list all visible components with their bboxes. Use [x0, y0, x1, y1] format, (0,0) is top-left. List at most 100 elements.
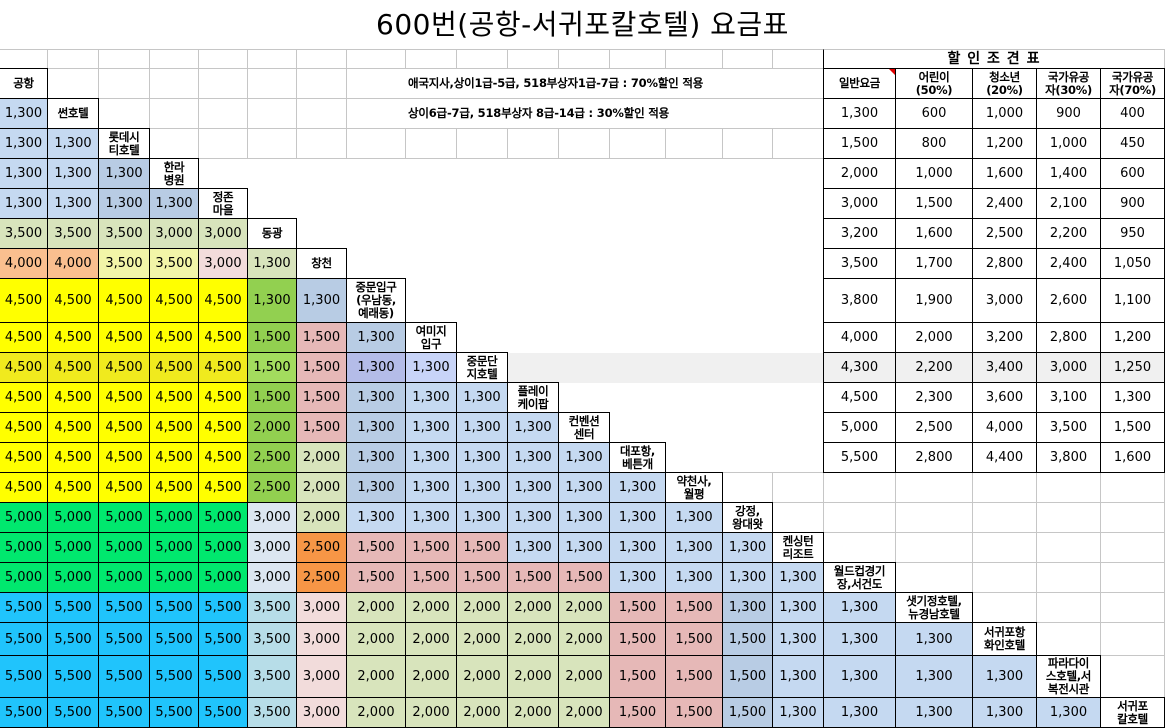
stop-label[interactable]: 대포항, 베튼개: [609, 442, 666, 473]
empty-cell[interactable]: [772, 49, 824, 69]
discount-cell[interactable]: 1,600: [895, 218, 973, 249]
empty-cell[interactable]: [1100, 655, 1165, 698]
fare-cell[interactable]: 5,500: [149, 592, 199, 623]
fare-cell[interactable]: 1,500: [665, 592, 723, 623]
fare-cell[interactable]: 1,300: [665, 502, 723, 533]
discount-cell[interactable]: 1,600: [1100, 442, 1165, 473]
fare-cell[interactable]: 5,500: [47, 697, 99, 728]
empty-cell[interactable]: [1100, 502, 1165, 533]
fare-cell[interactable]: 1,300: [0, 188, 48, 219]
stop-label[interactable]: 강정, 왕대왓: [722, 502, 773, 533]
fare-cell[interactable]: 2,500: [296, 532, 347, 563]
fare-cell[interactable]: 5,000: [98, 562, 150, 593]
empty-cell[interactable]: [972, 532, 1037, 563]
fare-cell[interactable]: 5,000: [47, 502, 99, 533]
empty-cell[interactable]: [296, 98, 347, 129]
fare-cell[interactable]: 5,500: [149, 655, 199, 698]
fare-cell[interactable]: 1,300: [895, 697, 973, 728]
fare-cell[interactable]: 5,000: [0, 562, 48, 593]
fare-cell[interactable]: 1,300: [0, 158, 48, 189]
empty-cell[interactable]: [722, 49, 773, 69]
fare-cell[interactable]: 1,500: [247, 322, 297, 353]
fare-cell[interactable]: 4,500: [47, 382, 99, 413]
fare-cell[interactable]: 3,000: [296, 697, 347, 728]
fare-cell[interactable]: 2,000: [405, 697, 457, 728]
fare-cell[interactable]: 1,300: [456, 412, 508, 443]
empty-cell[interactable]: [895, 502, 973, 533]
fare-cell[interactable]: 4,500: [0, 322, 48, 353]
empty-cell[interactable]: [1100, 472, 1165, 503]
fare-cell[interactable]: 4,500: [0, 412, 48, 443]
discount-cell[interactable]: 900: [1036, 98, 1101, 129]
discount-cell[interactable]: 4,500: [823, 382, 896, 413]
fare-cell[interactable]: 5,000: [149, 532, 199, 563]
fare-cell[interactable]: 4,500: [98, 382, 150, 413]
fare-cell[interactable]: 1,300: [722, 562, 773, 593]
discount-cell[interactable]: 2,300: [895, 382, 973, 413]
discount-note-1[interactable]: 애국지사,상이1급-5급, 518부상자1급-7급 : 70%할인 적용: [405, 68, 824, 99]
fare-cell[interactable]: 1,300: [772, 655, 824, 698]
fare-cell[interactable]: 1,300: [405, 352, 457, 383]
fare-cell[interactable]: 4,500: [98, 442, 150, 473]
fare-cell[interactable]: 2,000: [558, 697, 610, 728]
discount-header[interactable]: 일반요금: [823, 68, 896, 99]
fare-cell[interactable]: 2,000: [507, 655, 559, 698]
empty-cell[interactable]: [972, 502, 1037, 533]
empty-cell[interactable]: [972, 592, 1037, 623]
fare-cell[interactable]: 1,500: [609, 655, 666, 698]
empty-cell[interactable]: [296, 68, 347, 99]
discount-cell[interactable]: 4,300: [823, 352, 896, 383]
discount-cell[interactable]: 3,600: [972, 382, 1037, 413]
fare-cell[interactable]: 2,000: [346, 592, 406, 623]
fare-cell[interactable]: 5,000: [149, 502, 199, 533]
fare-cell[interactable]: 1,300: [405, 502, 457, 533]
fare-cell[interactable]: 1,300: [972, 655, 1037, 698]
empty-cell[interactable]: [823, 472, 896, 503]
empty-cell[interactable]: [346, 49, 406, 69]
fare-cell[interactable]: 4,500: [198, 472, 248, 503]
fare-cell[interactable]: 3,000: [198, 218, 248, 249]
empty-cell[interactable]: [149, 128, 199, 159]
empty-cell[interactable]: [507, 49, 559, 69]
stop-label[interactable]: 공항: [0, 68, 48, 99]
empty-cell[interactable]: [47, 68, 99, 99]
fare-cell[interactable]: 3,500: [247, 592, 297, 623]
fare-cell[interactable]: 3,000: [296, 622, 347, 656]
fare-cell[interactable]: 5,500: [98, 622, 150, 656]
fare-cell[interactable]: 1,300: [823, 655, 896, 698]
fare-cell[interactable]: 4,500: [47, 322, 99, 353]
fare-cell[interactable]: 1,300: [507, 502, 559, 533]
discount-cell[interactable]: 1,500: [823, 128, 896, 159]
discount-cell[interactable]: 3,400: [972, 352, 1037, 383]
empty-cell[interactable]: [346, 68, 406, 99]
fare-cell[interactable]: 5,500: [198, 697, 248, 728]
fare-cell[interactable]: 1,500: [247, 352, 297, 383]
empty-cell[interactable]: [1036, 532, 1101, 563]
empty-cell[interactable]: [98, 98, 150, 129]
fare-cell[interactable]: 2,000: [296, 502, 347, 533]
empty-cell[interactable]: [558, 49, 610, 69]
fare-cell[interactable]: 5,500: [198, 592, 248, 623]
fare-cell[interactable]: 1,300: [456, 442, 508, 473]
fare-cell[interactable]: 1,300: [47, 188, 99, 219]
fare-cell[interactable]: 4,500: [47, 278, 99, 323]
fare-cell[interactable]: 3,000: [296, 655, 347, 698]
fare-cell[interactable]: 1,500: [609, 592, 666, 623]
fare-cell[interactable]: 5,000: [149, 562, 199, 593]
fare-cell[interactable]: 4,500: [98, 322, 150, 353]
stop-label[interactable]: 파라다이 스호텔,서 복전시관: [1036, 655, 1101, 698]
fare-cell[interactable]: 2,000: [405, 622, 457, 656]
fare-cell[interactable]: 1,300: [558, 532, 610, 563]
fare-cell[interactable]: 5,500: [98, 655, 150, 698]
fare-cell[interactable]: 5,500: [98, 697, 150, 728]
fare-cell[interactable]: 4,500: [149, 352, 199, 383]
fare-cell[interactable]: 1,300: [98, 188, 150, 219]
empty-cell[interactable]: [247, 49, 297, 69]
discount-cell[interactable]: 2,800: [1036, 322, 1101, 353]
fare-cell[interactable]: 1,300: [722, 532, 773, 563]
empty-cell[interactable]: [198, 49, 248, 69]
fare-cell[interactable]: 4,500: [98, 352, 150, 383]
discount-cell[interactable]: 1,250: [1100, 352, 1165, 383]
discount-cell[interactable]: 1,400: [1036, 158, 1101, 189]
empty-cell[interactable]: [1036, 562, 1101, 593]
